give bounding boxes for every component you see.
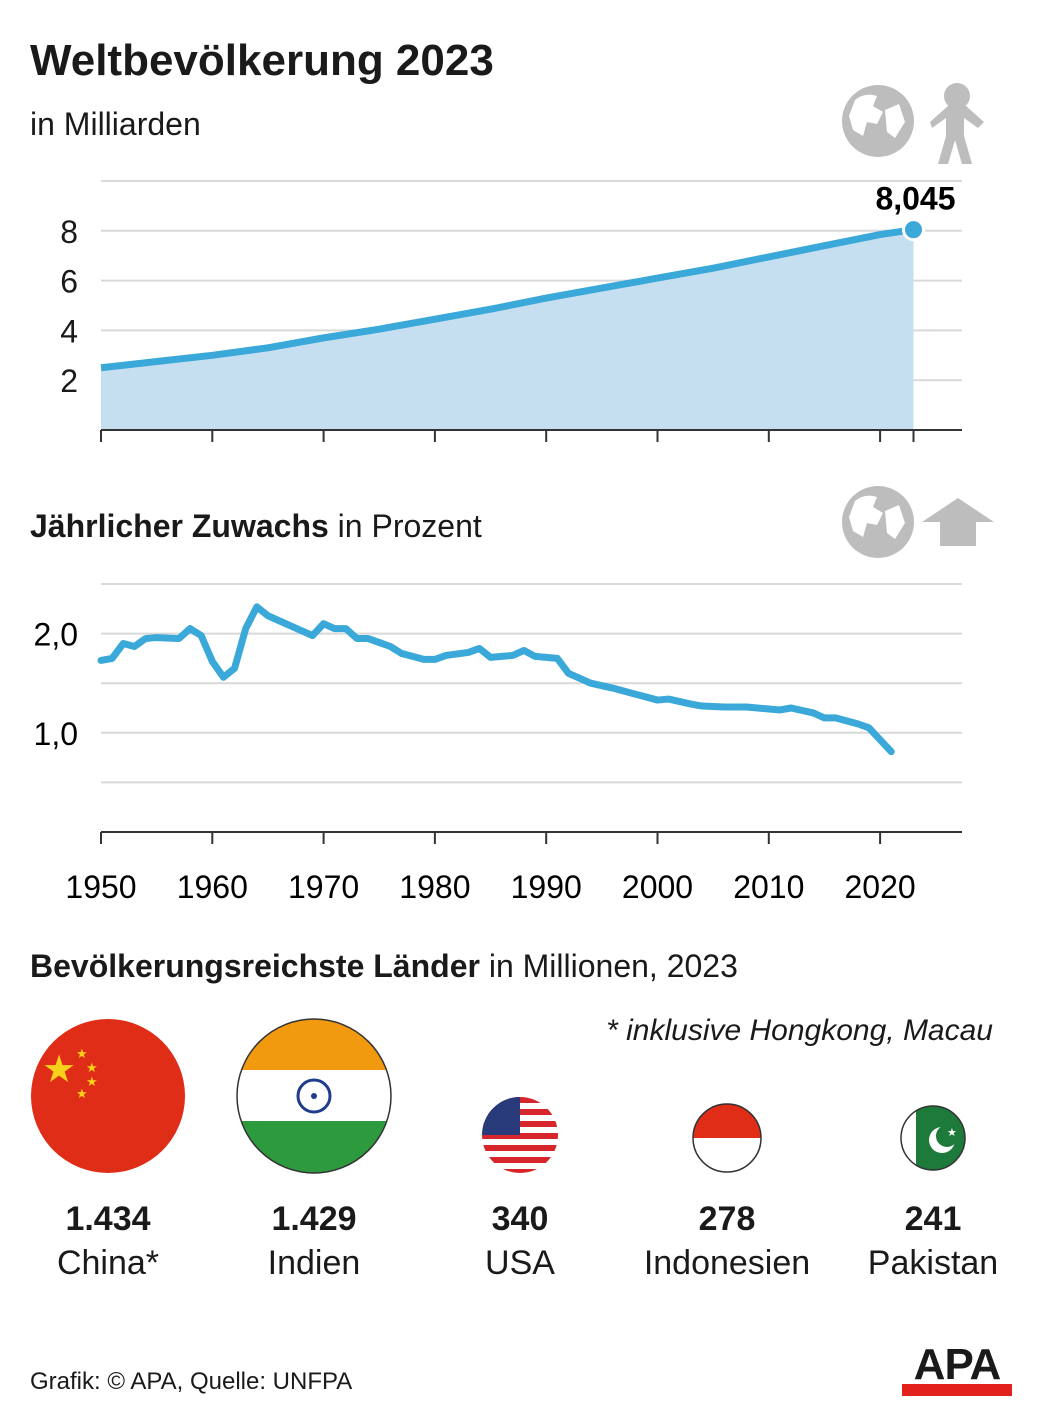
growth-title: Jährlicher Zuwachs in Prozent — [30, 508, 482, 544]
countries-title: Bevölkerungsreichste Länder in Millionen… — [30, 948, 738, 984]
svg-text:★: ★ — [86, 1074, 98, 1089]
y-tick-label: 1,0 — [34, 716, 78, 752]
country-name: Indien — [267, 1244, 361, 1282]
country-name: China* — [56, 1244, 160, 1282]
x-tick-label: 1990 — [511, 869, 582, 900]
y-tick-label: 2,0 — [34, 617, 78, 653]
country-population: 241 — [904, 1200, 962, 1238]
flag-stripe — [482, 1163, 558, 1169]
y-tick-label: 8 — [60, 214, 78, 250]
area-fill — [101, 229, 914, 430]
apa-logo: APA — [902, 1343, 1012, 1396]
data-point-2023 — [901, 218, 925, 242]
svg-text:★: ★ — [86, 1060, 98, 1075]
flag-stripe — [482, 1133, 558, 1139]
flag-stripe — [482, 1157, 558, 1163]
globe-icon — [842, 85, 914, 157]
flag-canton — [482, 1097, 520, 1135]
usa-flag-icon — [482, 1097, 558, 1173]
y-tick-label: 4 — [60, 313, 78, 349]
x-tick-label: 1960 — [177, 869, 248, 900]
country-name: USA — [485, 1244, 555, 1282]
x-tick-label: 2000 — [622, 869, 693, 900]
charts: 2 4 6 8 8,045 1,0 2,0 1950 1960 1970 1980 1990 2000… — [34, 83, 994, 900]
source-credit: Grafik: © APA, Quelle: UNFPA — [30, 1368, 353, 1395]
flag-stripe — [482, 1169, 558, 1173]
x-tick-label: 1950 — [65, 869, 136, 900]
flag-stripe — [482, 1145, 558, 1151]
flag-stripe — [482, 1139, 558, 1145]
china-flag-icon: ★ ★ ★ ★ ★ — [31, 1019, 185, 1173]
svg-text:★: ★ — [42, 1049, 76, 1091]
flags: ★ ★ ★ ★ ★ ★ — [31, 1018, 966, 1174]
country-population: 340 — [491, 1200, 549, 1238]
indonesia-flag-icon — [693, 1104, 761, 1172]
growth-line — [97, 603, 895, 756]
value-annotation: 8,045 — [875, 181, 955, 217]
x-tick-label: 2010 — [733, 869, 804, 900]
x-tick-label: 1980 — [399, 869, 470, 900]
footnote: * inklusive Hongkong, Macau — [606, 1014, 993, 1047]
country-population: 1.434 — [65, 1200, 151, 1238]
country-name: Indonesien — [643, 1244, 811, 1282]
page-subtitle: in Milliarden — [30, 106, 201, 142]
population-line — [100, 226, 914, 372]
india-flag-icon — [237, 1019, 391, 1173]
page-title: Weltbevölkerung 2023 — [30, 36, 494, 85]
svg-text:★: ★ — [947, 1127, 957, 1139]
country-population: 1.429 — [271, 1200, 357, 1238]
x-tick-label: 1970 — [288, 869, 359, 900]
person-icon — [930, 83, 984, 164]
country-population: 278 — [698, 1200, 756, 1238]
flag-stripe — [482, 1151, 558, 1157]
x-tick-label: 2020 — [845, 869, 916, 900]
y-tick-label: 2 — [60, 363, 78, 399]
svg-text:★: ★ — [76, 1086, 88, 1101]
globe-icon — [842, 486, 914, 558]
arrow-up-icon — [922, 498, 994, 546]
country-name: Pakistan — [867, 1244, 999, 1282]
svg-text:★: ★ — [76, 1046, 88, 1061]
y-tick-label: 6 — [60, 264, 78, 300]
